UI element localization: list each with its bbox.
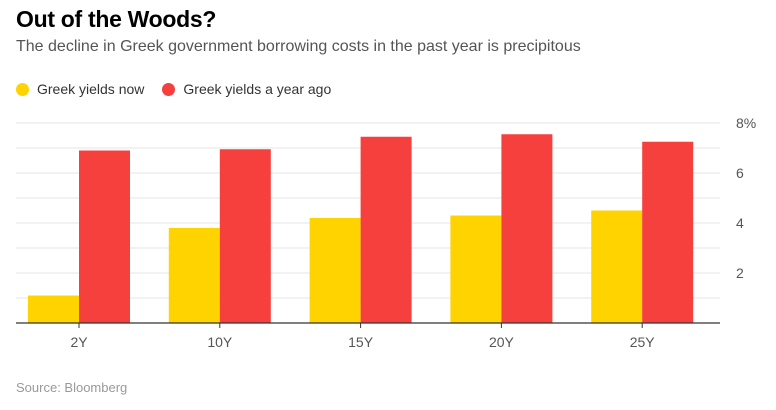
bar-yields-now-20y (450, 215, 502, 323)
legend-item-yields-now: Greek yields now (16, 81, 144, 97)
bar-yields-year-ago-25y (642, 141, 694, 323)
y-tick-label: 8% (736, 115, 756, 131)
legend-label-yields-now: Greek yields now (37, 81, 145, 97)
x-tick-label: 20Y (489, 334, 515, 350)
chart-subtitle: The decline in Greek government borrowin… (16, 38, 581, 55)
x-tick-label: 15Y (348, 334, 374, 350)
x-tick-label: 2Y (70, 334, 88, 350)
y-tick-label: 2 (736, 265, 744, 281)
bar-yields-now-15y (309, 218, 361, 323)
bar-yields-now-25y (591, 210, 643, 323)
bar-yields-year-ago-20y (501, 134, 553, 323)
chart-title: Out of the Woods? (16, 6, 217, 32)
x-tick-label: 25Y (630, 334, 656, 350)
bar-yields-year-ago-10y (219, 149, 271, 323)
y-tick-label: 4 (736, 215, 744, 231)
bar-yields-year-ago-2y (79, 150, 130, 323)
legend-label-yields-year-ago: Greek yields a year ago (183, 81, 332, 97)
x-tick-label: 10Y (207, 334, 233, 350)
bar-yields-now-2y (28, 295, 79, 323)
legend-swatch-yields-year-ago (162, 82, 176, 96)
legend-swatch-yields-now (16, 82, 29, 96)
bar-yields-now-10y (168, 228, 220, 323)
source-note: Source: Bloomberg (16, 380, 128, 395)
bar-yields-year-ago-15y (360, 136, 412, 323)
legend: Greek yields now Greek yields a year ago (16, 81, 349, 97)
legend-item-yields-year-ago: Greek yields a year ago (162, 81, 331, 97)
y-tick-label: 6 (736, 165, 744, 181)
